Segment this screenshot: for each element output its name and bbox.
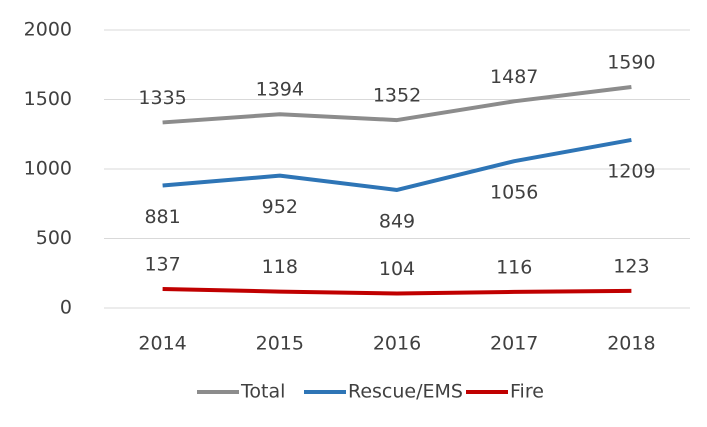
series-line	[162, 286, 632, 296]
y-tick-label: 500	[36, 227, 72, 249]
data-label: 118	[262, 256, 298, 278]
data-label: 116	[496, 256, 532, 278]
data-label: 1590	[607, 51, 655, 73]
data-label: 1352	[373, 85, 421, 107]
data-label: 137	[144, 253, 180, 275]
legend-label: Rescue/EMS	[348, 381, 463, 403]
data-label: 1335	[138, 87, 186, 109]
x-tick-label: 2017	[490, 333, 538, 355]
x-tick-label: 2016	[373, 333, 421, 355]
legend-label: Total	[240, 381, 285, 403]
series-line	[162, 85, 632, 125]
y-tick-label: 1500	[24, 88, 72, 110]
data-label: 123	[613, 255, 649, 277]
x-tick-label: 2015	[256, 333, 304, 355]
data-label: 1056	[490, 182, 538, 204]
legend-label: Fire	[510, 381, 544, 403]
data-label: 1394	[256, 79, 304, 101]
data-label: 849	[379, 210, 415, 232]
data-label: 1209	[607, 160, 655, 182]
x-tick-label: 2014	[138, 333, 186, 355]
y-tick-label: 0	[60, 297, 72, 319]
y-tick-label: 1000	[24, 158, 72, 180]
data-label: 104	[379, 258, 415, 280]
y-tick-label: 2000	[24, 19, 72, 41]
series-line	[162, 137, 632, 192]
x-tick-label: 2018	[607, 333, 655, 355]
data-label: 952	[262, 196, 298, 218]
data-label: 881	[144, 206, 180, 228]
data-label: 1487	[490, 66, 538, 88]
